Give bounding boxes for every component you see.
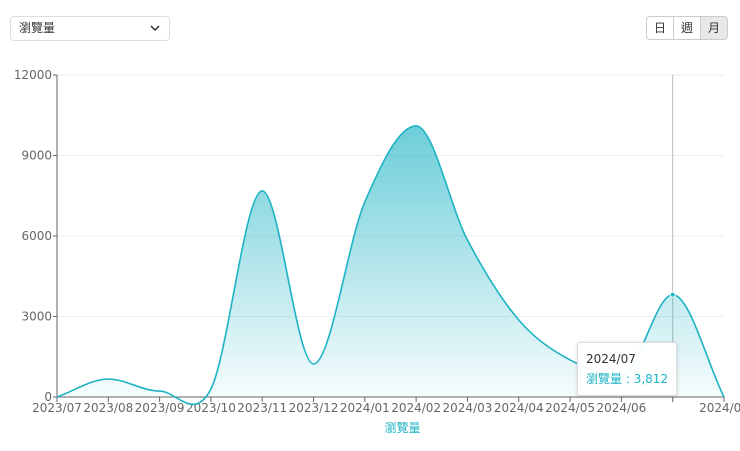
x-tick-label: 2024/06 [596, 401, 646, 415]
dropdown-label: 瀏覽量 [19, 21, 56, 35]
tooltip-series: 瀏覽量 [586, 372, 623, 386]
y-tick-label: 6000 [21, 229, 52, 243]
x-tick-label: 2024/04 [494, 401, 544, 415]
x-tick-label: 2024/08 [699, 401, 740, 415]
chevron [150, 25, 160, 32]
y-tick-label: 0 [44, 390, 52, 404]
tooltip-value: 3,812 [633, 372, 669, 386]
x-tick-label: 2024/05 [545, 401, 595, 415]
area [57, 125, 724, 405]
period-button[interactable]: 月 [700, 16, 728, 40]
y-tick-label: 9000 [21, 149, 52, 163]
metric-dropdown[interactable]: 瀏覽量 [10, 16, 170, 41]
x-tick-label: 2023/10 [186, 401, 236, 415]
y-tick-label: 3000 [21, 310, 52, 324]
tooltip-line: 瀏覽量 : 3,812 [586, 369, 668, 389]
x-tick-label: 2024/02 [391, 401, 441, 415]
x-tick-label: 2023/12 [289, 401, 339, 415]
x-tick-label: 2023/07 [32, 401, 82, 415]
tooltip-title: 2024/07 [586, 352, 636, 366]
tooltip-separator: : [625, 372, 630, 386]
legend-label: 瀏覽量 [384, 420, 420, 435]
hover-point [669, 291, 676, 298]
x-tick-label: 2024/03 [443, 401, 493, 415]
x-tick-label: 2024/01 [340, 401, 390, 415]
period-buttons: 日週月 [646, 16, 728, 40]
period-button[interactable]: 日 [646, 16, 674, 40]
tooltip: 2024/07 瀏覽量 : 3,812 [577, 342, 678, 396]
x-tick-label: 2023/11 [237, 401, 287, 415]
y-tick-label: 12000 [14, 68, 52, 82]
x-tick-label: 2023/09 [135, 401, 185, 415]
x-tick-label: 2023/08 [83, 401, 133, 415]
